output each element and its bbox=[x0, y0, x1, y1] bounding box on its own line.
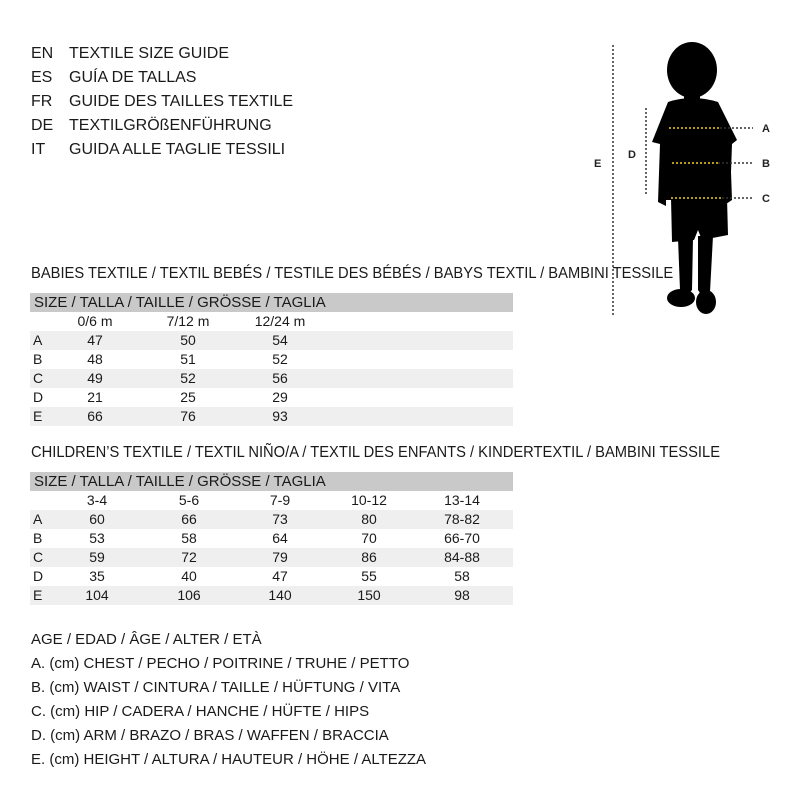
table-cell: 78-82 bbox=[444, 511, 480, 527]
table-cell: 73 bbox=[272, 511, 288, 527]
column-header-row: 0/6 m 7/12 m 12/24 m bbox=[30, 312, 513, 331]
table-cell: 79 bbox=[272, 549, 288, 565]
table-row: D 35 40 47 55 58 bbox=[30, 567, 513, 586]
table-cell: 93 bbox=[272, 408, 288, 424]
children-size-table: SIZE / TALLA / TAILLE / GRÖSSE / TAGLIA … bbox=[30, 472, 513, 605]
table-header: SIZE / TALLA / TAILLE / GRÖSSE / TAGLIA bbox=[30, 472, 513, 491]
table-cell: 49 bbox=[87, 370, 103, 386]
table-row: E 104 106 140 150 98 bbox=[30, 586, 513, 605]
table-row: A 47 50 54 bbox=[30, 331, 513, 350]
table-cell: 150 bbox=[357, 587, 381, 603]
language-code: FR bbox=[31, 93, 53, 110]
legend-item: E. (cm) HEIGHT / ALTURA / HAUTEUR / HÖHE… bbox=[31, 751, 427, 768]
row-key: B bbox=[33, 530, 43, 546]
legend-item: D. (cm) ARM / BRAZO / BRAS / WAFFEN / BR… bbox=[31, 727, 389, 744]
table-row: C 49 52 56 bbox=[30, 369, 513, 388]
column-header: 13-14 bbox=[444, 492, 480, 508]
babies-size-table: SIZE / TALLA / TAILLE / GRÖSSE / TAGLIA … bbox=[30, 293, 513, 426]
column-header: 0/6 m bbox=[77, 313, 113, 329]
table-cell: 21 bbox=[87, 389, 103, 405]
row-key: C bbox=[33, 370, 44, 386]
table-cell: 140 bbox=[268, 587, 292, 603]
table-cell: 104 bbox=[85, 587, 109, 603]
table-cell: 54 bbox=[272, 332, 288, 348]
column-header: 7-9 bbox=[269, 492, 291, 508]
label-e: E bbox=[594, 158, 601, 170]
table-header: SIZE / TALLA / TAILLE / GRÖSSE / TAGLIA bbox=[30, 293, 513, 312]
row-key: E bbox=[33, 587, 43, 603]
row-key: D bbox=[33, 389, 44, 405]
language-code: IT bbox=[31, 141, 46, 158]
table-cell: 66-70 bbox=[444, 530, 480, 546]
label-a: A bbox=[762, 123, 770, 135]
row-key: C bbox=[33, 549, 44, 565]
table-row: E 66 76 93 bbox=[30, 407, 513, 426]
row-key: A bbox=[33, 332, 43, 348]
title-text: TEXTILGRÖßENFÜHRUNG bbox=[69, 117, 272, 134]
table-cell: 52 bbox=[180, 370, 196, 386]
legend-item: AGE / EDAD / ÂGE / ALTER / ETÀ bbox=[31, 631, 262, 648]
child-silhouette-figure: A B C D E bbox=[594, 42, 770, 315]
legend-item: B. (cm) WAIST / CINTURA / TAILLE / HÜFTU… bbox=[31, 679, 401, 696]
table-cell: 59 bbox=[89, 549, 105, 565]
table-cell: 58 bbox=[181, 530, 197, 546]
table-cell: 76 bbox=[180, 408, 196, 424]
table-cell: 56 bbox=[272, 370, 288, 386]
label-c: C bbox=[762, 193, 770, 205]
table-cell: 72 bbox=[181, 549, 197, 565]
table-cell: 66 bbox=[181, 511, 197, 527]
title-text: TEXTILE SIZE GUIDE bbox=[69, 45, 230, 62]
table-cell: 64 bbox=[272, 530, 288, 546]
table-cell: 50 bbox=[180, 332, 196, 348]
table-cell: 84-88 bbox=[444, 549, 480, 565]
children-section-title: CHILDREN’S TEXTILE / TEXTIL NIÑO/A / TEX… bbox=[31, 444, 721, 461]
row-key: A bbox=[33, 511, 43, 527]
language-code: ES bbox=[31, 69, 53, 86]
table-cell: 25 bbox=[180, 389, 196, 405]
table-cell: 70 bbox=[361, 530, 377, 546]
table-cell: 35 bbox=[89, 568, 105, 584]
label-b: B bbox=[762, 158, 770, 170]
table-cell: 52 bbox=[272, 351, 288, 367]
language-code: EN bbox=[31, 45, 54, 62]
child-silhouette bbox=[652, 42, 737, 314]
column-header: 10-12 bbox=[351, 492, 387, 508]
babies-section-title: BABIES TEXTILE / TEXTIL BEBÉS / TESTILE … bbox=[31, 265, 674, 282]
row-key: D bbox=[33, 568, 44, 584]
table-cell: 66 bbox=[87, 408, 103, 424]
table-cell: 106 bbox=[177, 587, 201, 603]
table-cell: 55 bbox=[361, 568, 377, 584]
title-text: GUÍA DE TALLAS bbox=[69, 69, 197, 86]
table-cell: 51 bbox=[180, 351, 196, 367]
column-header: 3-4 bbox=[86, 492, 108, 508]
column-header: 5-6 bbox=[178, 492, 200, 508]
table-cell: 47 bbox=[87, 332, 103, 348]
column-header-row: 3-4 5-6 7-9 10-12 13-14 bbox=[30, 491, 513, 510]
column-header: 7/12 m bbox=[166, 313, 210, 329]
table-cell: 80 bbox=[361, 511, 377, 527]
label-d: D bbox=[628, 149, 636, 161]
table-row: D 21 25 29 bbox=[30, 388, 513, 407]
table-row: C 59 72 79 86 84-88 bbox=[30, 548, 513, 567]
table-cell: 48 bbox=[87, 351, 103, 367]
table-cell: 98 bbox=[454, 587, 470, 603]
title-text: GUIDA ALLE TAGLIE TESSILI bbox=[69, 141, 286, 158]
language-code: DE bbox=[31, 117, 54, 134]
table-cell: 86 bbox=[361, 549, 377, 565]
table-cell: 29 bbox=[272, 389, 288, 405]
title-text: GUIDE DES TAILLES TEXTILE bbox=[69, 93, 294, 110]
table-row: B 53 58 64 70 66-70 bbox=[30, 529, 513, 548]
legend-item: A. (cm) CHEST / PECHO / POITRINE / TRUHE… bbox=[31, 655, 410, 672]
table-cell: 53 bbox=[89, 530, 105, 546]
table-cell: 60 bbox=[89, 511, 105, 527]
legend-item: C. (cm) HIP / CADERA / HANCHE / HÜFTE / … bbox=[31, 703, 370, 720]
table-row: A 60 66 73 80 78-82 bbox=[30, 510, 513, 529]
table-cell: 58 bbox=[454, 568, 470, 584]
table-row: B 48 51 52 bbox=[30, 350, 513, 369]
row-key: E bbox=[33, 408, 43, 424]
row-key: B bbox=[33, 351, 43, 367]
column-header: 12/24 m bbox=[254, 313, 306, 329]
table-cell: 40 bbox=[181, 568, 197, 584]
table-cell: 47 bbox=[272, 568, 288, 584]
